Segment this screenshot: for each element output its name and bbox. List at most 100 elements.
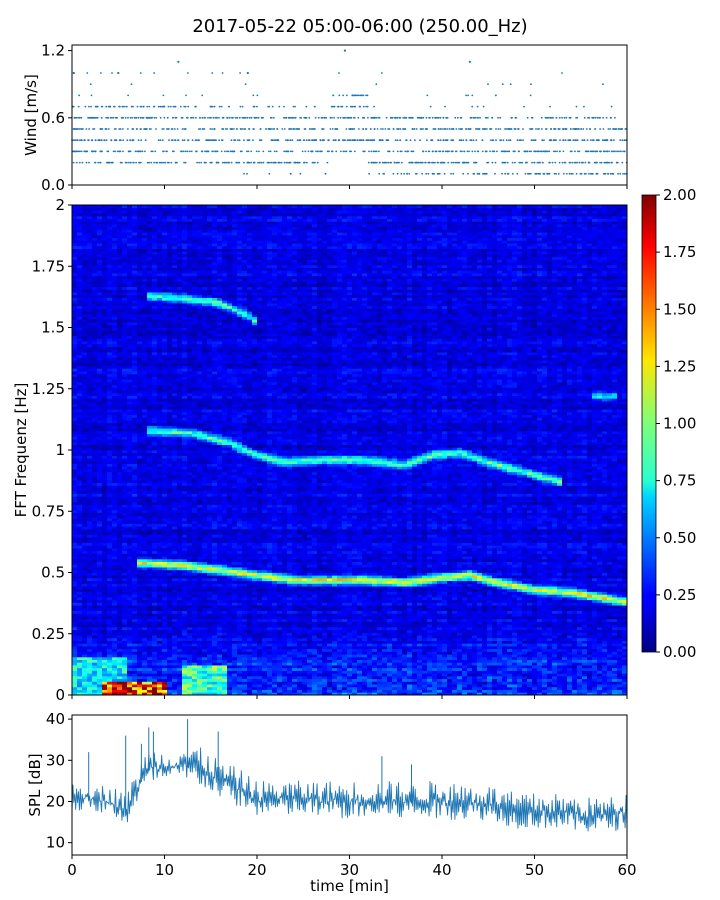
spectrogram-cell (152, 422, 158, 426)
spectrogram-cell (82, 352, 88, 356)
wind-point (91, 150, 94, 153)
spectrogram-cell (87, 523, 93, 527)
spectrogram-cell (82, 349, 88, 353)
spectrogram-cell (97, 539, 103, 543)
spectrogram-cell (97, 433, 103, 437)
wind-point (283, 161, 286, 164)
wind-point (375, 116, 378, 119)
spectrogram-cell (137, 428, 143, 432)
spectrogram-cell (157, 686, 163, 690)
wind-point (379, 161, 381, 164)
spectrogram-cell (112, 221, 118, 225)
spectrogram-cell (157, 548, 163, 552)
wind-point (441, 150, 444, 153)
spectrogram-cell (92, 428, 98, 432)
wind-point (320, 116, 323, 119)
spectrogram-cell (122, 569, 128, 573)
spectrogram-cell (152, 474, 158, 478)
spectrogram-cell (132, 338, 138, 342)
wind-point (270, 116, 273, 119)
wind-point (404, 116, 406, 119)
spectrogram-cell (107, 553, 113, 557)
spectrogram-cell (142, 523, 148, 527)
spectrogram-cell (117, 643, 123, 647)
wind-point (334, 139, 337, 142)
wind-point (541, 139, 544, 142)
spectrogram-cell (112, 618, 118, 622)
spectrogram-cell (157, 515, 163, 519)
spectrogram-cell (72, 430, 78, 435)
spectrogram-cell (82, 575, 88, 579)
wind-point (299, 139, 302, 142)
wind-point (388, 128, 391, 130)
spectrogram-cell (107, 259, 113, 263)
spectrogram-cell (82, 558, 88, 563)
wind-point (72, 139, 75, 142)
spectrogram-cell (147, 444, 153, 448)
spectrogram-cell (112, 422, 118, 426)
spectrogram-cell (87, 335, 93, 339)
spectrogram-cell (132, 586, 138, 590)
spectrogram-cell (97, 406, 103, 410)
spectrogram-cell (127, 689, 133, 693)
spectrogram-cell (77, 466, 83, 470)
spectrogram-cell (142, 420, 148, 424)
spectrogram-cell (132, 577, 138, 582)
spectrogram-cell (152, 561, 158, 565)
spectrogram-cell (97, 368, 103, 372)
wind-point (107, 128, 110, 130)
spectrogram-cell (82, 471, 88, 475)
wind-point (454, 116, 457, 119)
spectrogram-cell (127, 526, 133, 530)
spectrogram-cell (152, 398, 158, 402)
wind-point (267, 105, 270, 108)
spectrogram-cell (142, 401, 148, 405)
spectrogram-cell (102, 447, 108, 451)
spectrogram-cell (127, 273, 133, 277)
spectrogram-cell (132, 428, 138, 432)
spectrogram-cell (147, 681, 153, 685)
spectrogram-cell (137, 256, 143, 260)
wind-point (604, 172, 607, 175)
wind-point (556, 150, 558, 153)
spectrogram-cell (107, 528, 113, 533)
spectrogram-cell (117, 406, 123, 410)
spectrogram-cell (132, 441, 138, 445)
wind-point (87, 139, 89, 142)
spectrogram-cell (157, 577, 163, 582)
spectrogram-cell (92, 637, 98, 641)
spectrogram-cell (152, 583, 158, 587)
spectrogram-cell (92, 292, 98, 296)
wind-point (570, 172, 573, 175)
wind-point (358, 128, 360, 130)
spectrogram-cell (142, 395, 148, 399)
spectrogram-cell (92, 322, 98, 326)
spectrogram-cell (112, 542, 118, 546)
spectrogram-cell (137, 455, 143, 459)
wind-point (575, 105, 578, 108)
wind-point (541, 161, 544, 164)
spectrogram-cell (112, 403, 118, 407)
spectrogram-cell (77, 450, 83, 454)
spectrogram-cell (107, 496, 113, 500)
spectrogram-cell (72, 444, 78, 448)
spectrogram-cell (82, 648, 88, 652)
spectrogram-cell (152, 390, 158, 394)
spectrogram-cell (117, 292, 123, 296)
spectrogram-cell (137, 515, 143, 519)
spectrogram-cell (72, 640, 78, 644)
wind-point (557, 172, 560, 175)
spectrogram-cell (132, 322, 138, 326)
spectrogram-cell (137, 684, 143, 688)
spectrogram-cell (107, 273, 113, 277)
wind-point (393, 161, 396, 164)
wind-point (558, 161, 561, 164)
spectrogram-cell (92, 213, 98, 217)
spectrogram-cell (77, 303, 83, 307)
spectrogram-cell (82, 362, 88, 367)
wind-point (565, 172, 568, 175)
spectrogram-cell (127, 381, 133, 386)
wind-point (212, 116, 215, 119)
spectrogram-cell (82, 656, 88, 661)
wind-point (545, 150, 547, 153)
